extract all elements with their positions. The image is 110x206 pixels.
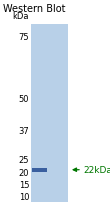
Text: 10: 10 <box>19 192 29 201</box>
Text: kDa: kDa <box>13 12 29 21</box>
Text: 25: 25 <box>19 156 29 165</box>
Bar <box>31 25 68 202</box>
Text: 20: 20 <box>19 168 29 177</box>
Text: 22kDa: 22kDa <box>83 165 110 174</box>
Text: 50: 50 <box>19 94 29 103</box>
Text: 75: 75 <box>18 33 29 41</box>
Bar <box>32 168 47 172</box>
Text: 37: 37 <box>18 126 29 135</box>
Text: Western Blot: Western Blot <box>3 4 66 14</box>
Text: 15: 15 <box>19 180 29 189</box>
